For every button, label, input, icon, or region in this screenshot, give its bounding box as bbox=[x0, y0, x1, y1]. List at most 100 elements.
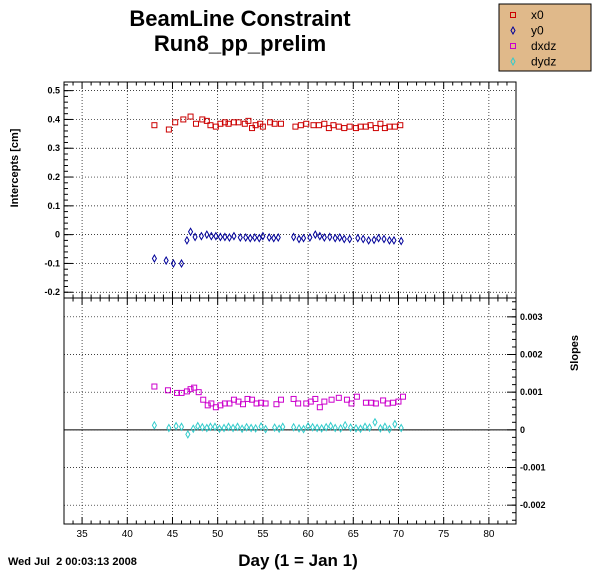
dydz-point bbox=[253, 423, 259, 433]
x-tick-label: 60 bbox=[303, 529, 315, 540]
y0-point bbox=[184, 235, 190, 245]
dydz-point bbox=[185, 429, 191, 439]
dydz-point bbox=[204, 423, 210, 433]
dxdz-point bbox=[395, 398, 402, 405]
y0-point bbox=[163, 256, 169, 266]
dydz-point bbox=[338, 423, 344, 433]
dxdz-point bbox=[380, 397, 387, 404]
x0-point bbox=[346, 123, 353, 130]
y0-point bbox=[321, 233, 327, 243]
dydz-point bbox=[386, 424, 393, 434]
y0-point bbox=[312, 230, 318, 240]
y-tick-label: 0.5 bbox=[47, 86, 60, 96]
x0-point bbox=[172, 119, 179, 126]
y0-point bbox=[260, 231, 266, 241]
dxdz-point bbox=[200, 396, 207, 403]
x-tick-label: 35 bbox=[77, 529, 89, 540]
slopes-frame bbox=[63, 297, 517, 525]
dxdz-point bbox=[316, 404, 323, 411]
x0-point bbox=[187, 113, 194, 120]
dydz-point bbox=[207, 422, 214, 432]
dydz-point bbox=[225, 422, 232, 432]
dydz-point bbox=[173, 421, 179, 431]
dxdz-point bbox=[204, 402, 211, 409]
x0-point bbox=[277, 120, 284, 127]
slopes-panel: -0.002 -0.001 0 0.001 0.002 0.003 35 40 45 50 55 6… bbox=[63, 297, 581, 540]
dydz-point bbox=[291, 422, 297, 432]
y-tick-label: 0.1 bbox=[47, 201, 60, 211]
dydz-point bbox=[319, 423, 325, 433]
x0-point bbox=[151, 122, 158, 129]
y0-point bbox=[170, 258, 176, 268]
dxdz-point bbox=[343, 396, 350, 403]
x-tick-label: 80 bbox=[483, 529, 495, 540]
legend-label-y0: y0 bbox=[531, 24, 544, 38]
legend-label-x0: x0 bbox=[531, 8, 544, 22]
y0-point bbox=[237, 233, 243, 243]
dxdz-point bbox=[312, 395, 319, 402]
y0-point bbox=[247, 233, 253, 243]
y0-point bbox=[391, 235, 397, 245]
dxdz-point bbox=[321, 398, 328, 405]
intercepts-y-axis: -0.2 -0.1 0 0.1 0.2 0.3 0.4 0.5 bbox=[44, 84, 73, 299]
y0-point bbox=[222, 232, 228, 242]
timestamp: Wed Jul 2 00:03:13 2008 bbox=[8, 556, 137, 568]
y-tick-label: 0.4 bbox=[47, 114, 60, 124]
dydz-point bbox=[244, 422, 250, 432]
x0-point bbox=[221, 119, 228, 126]
legend-marker-y0 bbox=[510, 25, 516, 36]
y0-point bbox=[398, 236, 404, 246]
y0-point bbox=[296, 234, 302, 244]
slopes-x-axis: 35 40 45 50 55 60 65 70 75 80 bbox=[63, 298, 517, 540]
x0-point bbox=[180, 116, 187, 123]
x0-point bbox=[315, 122, 322, 129]
dydz-point bbox=[190, 424, 196, 434]
dydz-point bbox=[392, 419, 398, 429]
y-tick-label: 0.002 bbox=[520, 350, 543, 360]
intercepts-points bbox=[151, 113, 404, 268]
x0-point bbox=[271, 120, 278, 127]
dydz-point bbox=[166, 423, 172, 433]
y0-point bbox=[376, 233, 382, 243]
dxdz-point bbox=[390, 399, 397, 406]
dydz-point bbox=[221, 423, 227, 433]
dydz-point bbox=[151, 420, 157, 430]
y0-point bbox=[355, 233, 361, 243]
x0-point bbox=[259, 123, 266, 130]
dxdz-point bbox=[226, 400, 233, 407]
dxdz-point bbox=[277, 396, 284, 403]
x-tick-label: 70 bbox=[393, 529, 405, 540]
dydz-point bbox=[342, 420, 348, 430]
y0-point bbox=[151, 254, 157, 264]
y-tick-label: 0.003 bbox=[520, 312, 543, 322]
x0-point bbox=[245, 117, 252, 124]
y0-point bbox=[243, 233, 249, 243]
x0-point bbox=[377, 120, 384, 127]
y-tick-label: 0 bbox=[520, 425, 525, 435]
y0-point bbox=[187, 227, 194, 237]
y0-point bbox=[271, 233, 277, 243]
dxdz-point bbox=[249, 396, 256, 403]
dydz-point bbox=[248, 423, 254, 433]
dxdz-point bbox=[164, 387, 171, 394]
y0-point bbox=[307, 233, 313, 243]
legend-label-dydz: dydz bbox=[531, 55, 556, 69]
dydz-point bbox=[216, 424, 223, 434]
dxdz-point bbox=[195, 389, 202, 396]
y0-point bbox=[178, 258, 185, 268]
dxdz-point bbox=[362, 399, 369, 406]
x-tick-label: 40 bbox=[122, 529, 134, 540]
x-tick-label: 65 bbox=[348, 529, 360, 540]
dxdz-point bbox=[273, 401, 280, 408]
x0-point bbox=[203, 117, 210, 124]
y0-point bbox=[341, 234, 347, 244]
y-tick-label: 0.2 bbox=[47, 172, 60, 182]
x-tick-label: 45 bbox=[167, 529, 179, 540]
x0-point bbox=[397, 122, 404, 129]
y-tick-label: -0.001 bbox=[520, 463, 546, 473]
dxdz-point bbox=[187, 386, 194, 393]
y-tick-label: 0 bbox=[55, 230, 60, 240]
y0-point bbox=[386, 235, 393, 245]
dxdz-point bbox=[151, 383, 158, 390]
